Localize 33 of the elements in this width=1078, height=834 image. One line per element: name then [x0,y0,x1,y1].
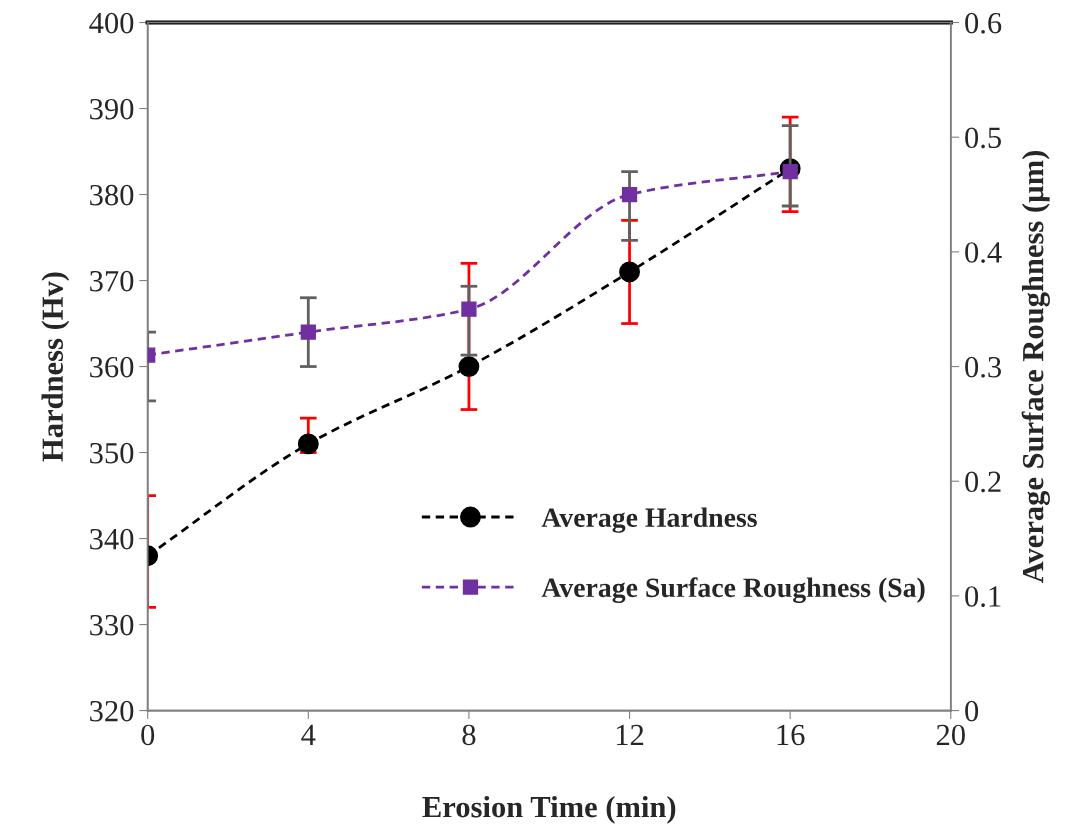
y-axis-title: Hardness (Hv) [41,272,70,462]
y-tick-label: 340 [90,528,134,550]
x-tick-label: 8 [462,724,476,746]
y-tick-label: 330 [90,614,134,636]
x-tick-label: 20 [936,724,965,746]
y2-tick-label: 0 [965,700,979,722]
point [300,324,316,340]
point [297,433,319,455]
y2-tick-label: 0.6 [965,12,1002,34]
y-tick-label: 350 [90,442,134,464]
point [461,301,477,317]
y-tick-label: 390 [90,98,134,120]
point [621,186,638,203]
y2-tick-label: 0.3 [965,356,1001,378]
x-tick-label: 0 [141,724,155,746]
x-tick-label: 16 [777,724,805,746]
legend-label: Average Hardness [541,507,757,533]
y-tick-label: 320 [90,700,134,722]
point [619,261,640,283]
y2-tick-label: 0.1 [965,586,1001,607]
x-tick-label: 12 [616,724,644,745]
y-tick-label: 400 [89,12,134,34]
y2-tick-label: 0.4 [965,242,1002,263]
y-tick-label: 380 [90,184,134,206]
y-tick-label: 360 [90,356,134,378]
legend-label: Average Surface Roughness (Sa) [541,577,925,603]
y2-axis-title: Average Surface Roughness (µm) [1021,151,1050,584]
x-tick-label: 4 [301,724,316,745]
point [458,356,480,377]
y2-tick-label: 0.5 [965,127,1001,149]
y2-tick-label: 0.2 [965,471,1001,493]
y-tick-label: 370 [90,270,134,292]
x-axis-title: Erosion Time (min) [422,795,676,824]
